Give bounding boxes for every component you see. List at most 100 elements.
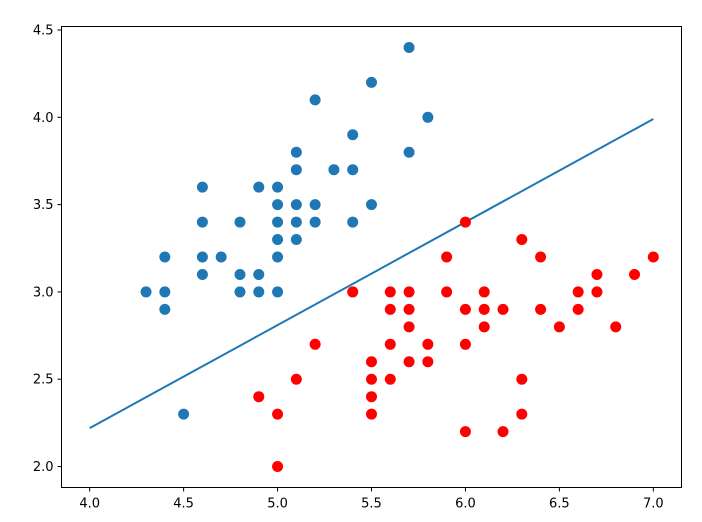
x-tick-label: 7.0 xyxy=(643,497,664,512)
scatter-points xyxy=(140,41,659,473)
decision-boundary-line xyxy=(89,118,654,430)
red-point xyxy=(572,286,584,298)
blue-point xyxy=(272,216,284,228)
red-point xyxy=(403,303,415,315)
red-point xyxy=(516,234,528,246)
x-tick-label: 5.0 xyxy=(267,497,288,512)
red-point xyxy=(403,321,415,333)
red-point xyxy=(610,321,622,333)
blue-point xyxy=(234,216,246,228)
blue-point xyxy=(290,164,302,176)
blue-point xyxy=(403,146,415,158)
red-point xyxy=(629,268,641,280)
red-point xyxy=(478,321,490,333)
red-point xyxy=(647,251,659,263)
x-tick-label: 6.5 xyxy=(549,497,570,512)
blue-point xyxy=(272,199,284,211)
red-point xyxy=(403,356,415,368)
red-point xyxy=(591,286,603,298)
blue-point xyxy=(290,234,302,246)
red-point xyxy=(516,408,528,420)
red-point xyxy=(272,408,284,420)
y-tick-label: 2.5 xyxy=(33,373,54,388)
fit-line xyxy=(89,118,654,430)
red-point xyxy=(497,303,509,315)
red-point xyxy=(309,338,321,350)
red-point xyxy=(591,268,603,280)
x-axis: 4.0 4.5 5.0 5.5 6.0 6.5 7.0 xyxy=(79,487,664,512)
red-point xyxy=(497,426,509,438)
blue-point xyxy=(347,129,359,141)
blue-point xyxy=(234,268,246,280)
red-point xyxy=(422,338,434,350)
red-point xyxy=(553,321,565,333)
y-tick-label: 3.5 xyxy=(33,198,54,213)
y-tick-label: 3.0 xyxy=(33,285,54,300)
x-tick-label: 4.5 xyxy=(173,497,194,512)
red-point xyxy=(366,356,377,368)
red-point xyxy=(384,338,396,350)
blue-point xyxy=(290,216,302,228)
blue-point xyxy=(272,251,284,263)
blue-point xyxy=(347,216,359,228)
blue-point xyxy=(196,268,208,280)
blue-point xyxy=(196,251,208,263)
blue-point xyxy=(422,111,434,123)
y-tick-label: 2.0 xyxy=(33,460,54,475)
blue-point xyxy=(159,251,171,263)
x-tick-label: 6.0 xyxy=(455,497,476,512)
red-point xyxy=(422,356,434,368)
red-point xyxy=(459,338,471,350)
blue-point xyxy=(215,251,227,263)
y-axis: 2.0 2.5 3.0 3.5 4.0 4.5 xyxy=(33,23,62,475)
red-point xyxy=(478,303,490,315)
red-point xyxy=(253,391,265,403)
blue-point xyxy=(309,216,321,228)
blue-point xyxy=(272,181,284,193)
blue-point xyxy=(159,303,171,315)
blue-point xyxy=(347,164,359,176)
red-point xyxy=(366,408,377,420)
red-point xyxy=(384,303,396,315)
blue-point xyxy=(366,199,377,211)
red-point xyxy=(572,303,584,315)
blue-point xyxy=(290,146,302,158)
blue-point xyxy=(234,286,246,298)
y-tick-label: 4.5 xyxy=(33,23,54,38)
red-point xyxy=(347,286,359,298)
y-tick-label: 4.0 xyxy=(33,111,54,126)
x-tick-label: 5.5 xyxy=(361,497,382,512)
red-point xyxy=(459,216,471,228)
red-point xyxy=(441,251,453,263)
blue-point xyxy=(196,216,208,228)
blue-point xyxy=(309,94,321,106)
red-point xyxy=(535,303,547,315)
red-point xyxy=(441,286,453,298)
red-point xyxy=(384,373,396,385)
red-point xyxy=(459,303,471,315)
blue-point xyxy=(253,286,265,298)
red-point xyxy=(516,373,528,385)
blue-point xyxy=(403,41,415,53)
blue-point xyxy=(140,286,152,298)
blue-point xyxy=(253,268,265,280)
blue-point xyxy=(253,181,265,193)
blue-point xyxy=(290,199,302,211)
red-point xyxy=(478,286,490,298)
blue-point xyxy=(272,234,284,246)
red-point xyxy=(535,251,547,263)
red-point xyxy=(459,426,471,438)
red-point xyxy=(272,461,284,473)
red-point xyxy=(384,286,396,298)
blue-point xyxy=(309,199,321,211)
blue-point xyxy=(196,181,208,193)
blue-point xyxy=(178,408,190,420)
x-tick-label: 4.0 xyxy=(79,497,100,512)
red-point xyxy=(366,391,377,403)
blue-point xyxy=(159,286,171,298)
blue-point xyxy=(272,286,284,298)
blue-point xyxy=(366,76,377,88)
blue-point xyxy=(328,164,340,176)
